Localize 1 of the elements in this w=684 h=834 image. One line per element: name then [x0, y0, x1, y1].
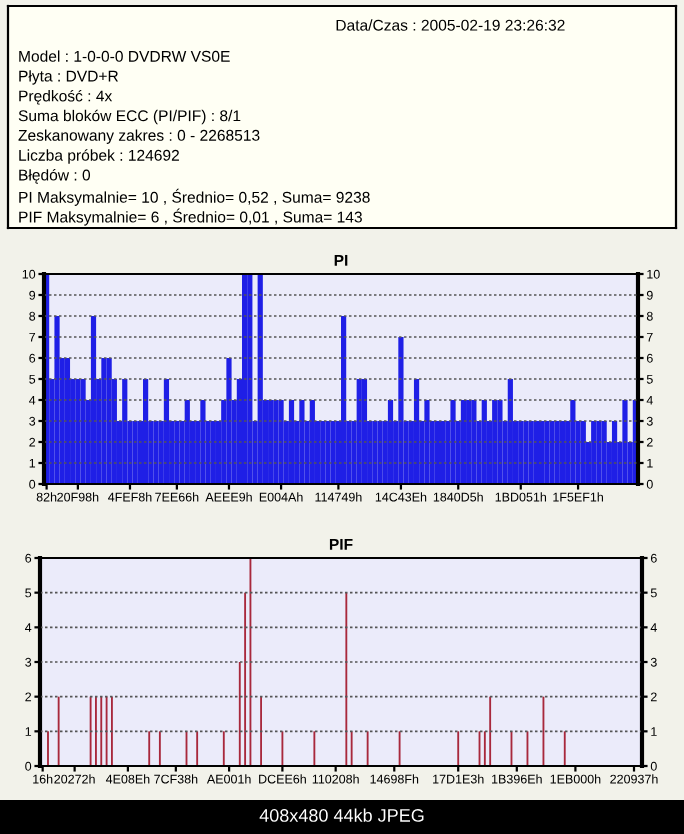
text: 408x480 44kb JPEG	[259, 808, 424, 822]
